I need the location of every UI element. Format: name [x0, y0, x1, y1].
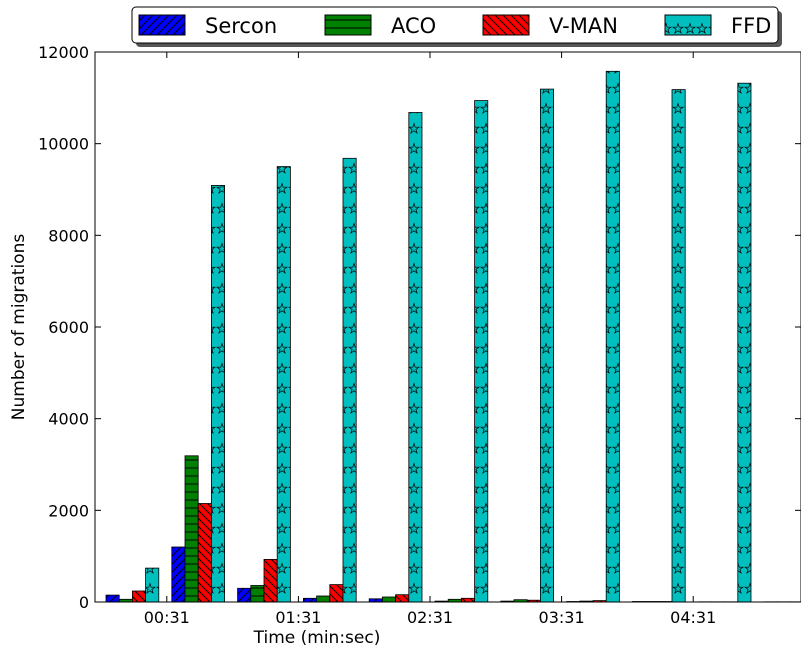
bar-v-man-0 [131, 590, 146, 603]
bar-sercon-2 [237, 587, 252, 603]
legend-label-v-man: V-MAN [549, 14, 618, 38]
y-tick-label: 0 [79, 593, 89, 612]
legend-swatch-aco [324, 14, 372, 36]
y-axis: 0 2000 4000 6000 8000 10000 12000 [38, 43, 801, 612]
bar-ffd-4 [408, 112, 423, 603]
bar-v-man-3 [329, 584, 344, 603]
bar-v-man-5 [460, 597, 475, 603]
bar-ffd-3 [342, 157, 357, 603]
bar-sercon-0 [105, 594, 120, 603]
bar-ffd-2 [276, 166, 291, 603]
bar-aco-2 [250, 585, 265, 603]
bar-ffd-9 [737, 82, 752, 603]
y-tick-label: 4000 [48, 410, 89, 429]
bars-layer [105, 70, 801, 603]
bar-ffd-1 [210, 184, 225, 603]
legend-swatch-sercon [138, 14, 186, 36]
y-tick-label: 6000 [48, 318, 89, 337]
x-axis-label: Time (min:sec) [253, 628, 381, 648]
x-tick-label: 00:31 [144, 608, 190, 627]
y-tick-label: 8000 [48, 226, 89, 245]
bar-v-man-1 [197, 503, 212, 603]
legend-label-ffd: FFD [731, 14, 771, 38]
bar-ffd-5 [474, 100, 489, 603]
legend-swatch-v-man [482, 14, 530, 36]
legend-label-aco: ACO [391, 14, 436, 38]
y-tick-label: 2000 [48, 501, 89, 520]
bar-aco-1 [184, 455, 199, 603]
legend-label-sercon: Sercon [205, 14, 277, 38]
x-tick-label: 03:31 [539, 608, 585, 627]
y-axis-label: Number of migrations [9, 234, 29, 421]
bar-sercon-1 [171, 546, 186, 603]
bar-aco-4 [381, 596, 396, 603]
x-tick-label: 02:31 [407, 608, 453, 627]
bar-sercon-3 [302, 597, 317, 603]
bar-v-man-4 [395, 594, 410, 603]
bar-ffd-7 [605, 70, 620, 603]
legend-box [131, 6, 779, 44]
x-tick-label: 04:31 [670, 608, 716, 627]
bar-ffd-0 [145, 567, 160, 603]
y-tick-label: 10000 [38, 135, 89, 154]
y-tick-label: 12000 [38, 43, 89, 62]
bar-ffd-8 [671, 89, 686, 603]
bar-v-man-2 [263, 559, 278, 603]
x-tick-label: 01:31 [275, 608, 321, 627]
legend: Sercon ACO V-MAN FFD [131, 6, 782, 47]
bar-ffd-6 [540, 88, 555, 603]
bar-aco-3 [316, 595, 331, 603]
legend-swatch-ffd [664, 14, 712, 36]
